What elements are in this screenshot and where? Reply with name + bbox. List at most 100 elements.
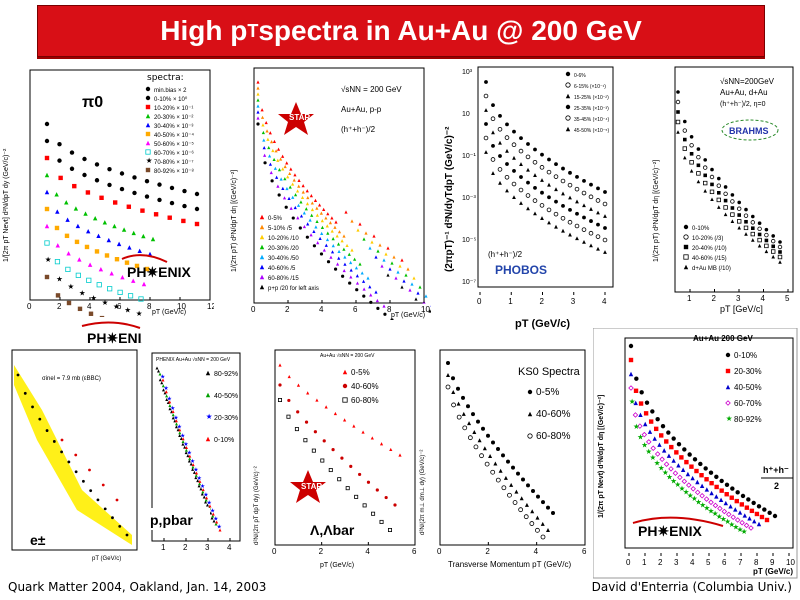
data-point: ★ bbox=[79, 288, 86, 297]
data-point bbox=[82, 172, 87, 178]
data-point bbox=[751, 500, 756, 506]
data-point bbox=[272, 139, 277, 144]
brahms-plot: √sNN=200GeV Au+Au, d+Au (h⁺+h⁻)/2, η=0 B… bbox=[653, 66, 794, 314]
data-point bbox=[497, 126, 503, 132]
data-point: ★ bbox=[193, 467, 198, 474]
data-point bbox=[418, 285, 422, 289]
k0s-ylabel: d²N/(2π m⊥ dm⊥ dy) (GeV/c)⁻² bbox=[419, 450, 426, 535]
panel-phenix-hadrons: Au+Au 200 GeV ★ ★ ★ ★ ★ ★ ★ ★ ★ ★ ★ ★ ★ ★ ★ ★ ★ ★ ★ ★ ★ ★ ★ ★ ★ ★… bbox=[593, 328, 798, 580]
data-point bbox=[754, 511, 760, 517]
data-point bbox=[744, 219, 748, 224]
data-point bbox=[496, 446, 500, 451]
data-point bbox=[679, 455, 684, 460]
data-point bbox=[498, 180, 502, 185]
x-tick-label: 0 bbox=[626, 558, 631, 567]
data-point bbox=[400, 285, 404, 289]
data-point bbox=[764, 243, 769, 249]
data-point bbox=[747, 516, 752, 521]
data-point bbox=[647, 429, 653, 434]
data-point bbox=[382, 258, 386, 262]
legend-label: 6-15% (×10⁻¹) bbox=[574, 84, 606, 90]
data-point bbox=[699, 473, 704, 478]
data-point bbox=[771, 249, 776, 254]
data-point bbox=[683, 119, 687, 124]
data-point bbox=[710, 182, 714, 187]
data-point bbox=[664, 439, 669, 444]
data-point bbox=[666, 453, 672, 458]
data-point bbox=[140, 208, 145, 213]
data-point bbox=[505, 188, 509, 193]
data-point bbox=[680, 467, 686, 472]
data-point: ★ bbox=[170, 405, 175, 412]
data-point bbox=[191, 463, 195, 467]
legend-label: min.bias × 2 bbox=[154, 88, 187, 94]
data-point bbox=[345, 486, 350, 491]
data-point bbox=[325, 224, 329, 228]
data-point bbox=[653, 426, 659, 432]
legend-label: 60-70% bbox=[734, 399, 762, 408]
data-point bbox=[725, 368, 731, 374]
data-point bbox=[263, 153, 267, 157]
brahms-ylabel: 1/(2π pT) d²N/dpT dη [(GeV/c)⁻²] bbox=[653, 160, 660, 262]
data-point: ★ bbox=[662, 468, 669, 477]
data-point bbox=[488, 454, 493, 459]
data-point bbox=[194, 476, 198, 480]
data-point bbox=[337, 477, 342, 482]
data-point bbox=[205, 436, 211, 442]
data-point bbox=[163, 391, 167, 395]
data-point bbox=[44, 172, 50, 178]
data-point: ★ bbox=[207, 499, 212, 506]
data-point bbox=[330, 216, 334, 220]
data-point bbox=[689, 151, 694, 156]
data-point bbox=[279, 157, 283, 161]
data-point bbox=[742, 513, 747, 518]
data-point bbox=[201, 488, 205, 492]
data-point bbox=[119, 186, 125, 192]
data-point bbox=[297, 178, 301, 182]
data-point bbox=[343, 262, 347, 266]
data-point bbox=[194, 473, 198, 477]
fraction-numerator: h⁺+h⁻ bbox=[763, 465, 789, 475]
data-point bbox=[101, 483, 105, 487]
k0s-plot: KS0 Spectra 0-5% 40-60% 60-80% d²N/(2π m⊥ … bbox=[419, 349, 587, 569]
data-point bbox=[762, 507, 767, 512]
data-point bbox=[67, 460, 71, 464]
data-point bbox=[540, 216, 544, 220]
data-point bbox=[518, 187, 524, 193]
data-point bbox=[704, 487, 710, 492]
data-point bbox=[153, 212, 159, 217]
data-point bbox=[690, 475, 695, 481]
data-point bbox=[215, 520, 219, 524]
data-point bbox=[676, 441, 682, 447]
data-point: ★ bbox=[213, 516, 218, 523]
data-point bbox=[256, 122, 260, 126]
data-point bbox=[315, 398, 319, 402]
data-point: ★ bbox=[180, 432, 185, 439]
data-point bbox=[398, 264, 402, 268]
data-point bbox=[379, 442, 384, 446]
data-point bbox=[386, 273, 390, 277]
data-point bbox=[355, 274, 359, 278]
data-point bbox=[259, 284, 265, 290]
data-point bbox=[764, 249, 769, 254]
phobos-xlabel: pT (GeV/c) bbox=[515, 318, 570, 330]
data-point bbox=[414, 297, 418, 301]
data-point bbox=[69, 166, 75, 171]
data-point bbox=[60, 438, 64, 442]
x-tick-label: 2 bbox=[540, 297, 545, 306]
data-point bbox=[88, 311, 94, 316]
data-point bbox=[661, 448, 667, 453]
data-point bbox=[292, 178, 296, 182]
data-point bbox=[643, 421, 648, 427]
data-point bbox=[331, 237, 335, 241]
data-point bbox=[38, 417, 42, 421]
data-point bbox=[498, 154, 502, 158]
data-point bbox=[55, 209, 60, 214]
data-point bbox=[703, 180, 708, 186]
data-point bbox=[412, 276, 416, 280]
legend-label: 25-35% (×10⁻³) bbox=[574, 106, 609, 112]
data-point bbox=[778, 240, 782, 244]
data-point bbox=[483, 135, 489, 141]
data-point bbox=[714, 494, 719, 499]
data-point bbox=[687, 452, 692, 457]
